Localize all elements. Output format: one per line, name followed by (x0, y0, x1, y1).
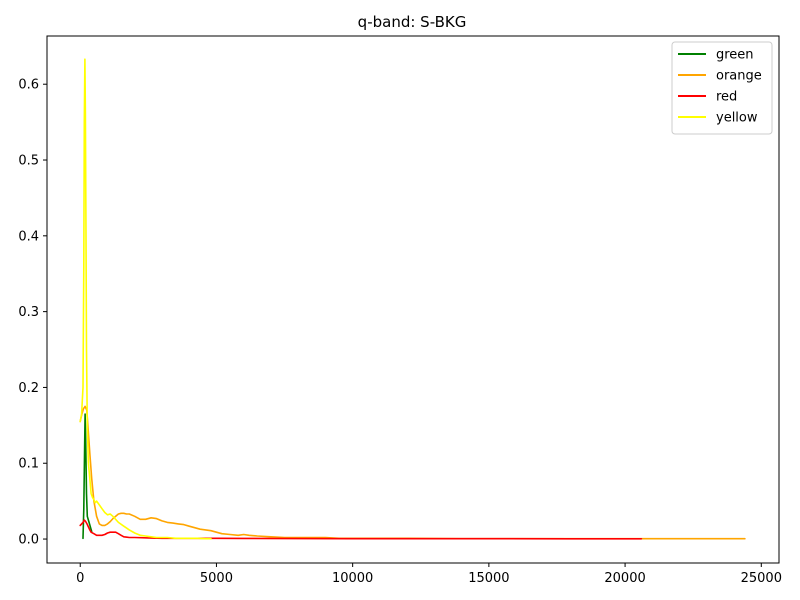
y-tick-label: 0.5 (18, 154, 39, 169)
y-tick-label: 0.3 (18, 305, 39, 320)
x-tick-label: 15000 (468, 571, 509, 586)
legend-label-yellow: yellow (716, 111, 758, 126)
chart-title: q-band: S-BKG (358, 13, 467, 31)
x-tick-label: 10000 (332, 571, 373, 586)
series-group (79, 58, 746, 540)
y-tick-label: 0.1 (18, 457, 39, 472)
legend-label-green: green (716, 48, 754, 63)
legend-label-red: red (716, 90, 737, 105)
series-line-red (79, 519, 643, 540)
plot-area (79, 58, 746, 540)
x-tick-label: 0 (76, 571, 84, 586)
series-line-orange (79, 405, 746, 540)
legend-label-orange: orange (716, 69, 762, 84)
legend-box (671, 41, 773, 135)
y-tick-label: 0.6 (18, 78, 39, 93)
y-tick-label: 0.4 (18, 229, 39, 244)
x-tick-label: 5000 (200, 571, 233, 586)
legend: green orange red yellow (671, 41, 773, 135)
series-line-green (82, 413, 93, 540)
y-tick-label: 0.2 (18, 381, 39, 396)
axes: 0 5000 10000 15000 20000 25000 0.0 0.1 0.2 0.3 0.4… (18, 35, 782, 586)
series-line-yellow (79, 58, 212, 540)
x-tick-label: 25000 (741, 571, 782, 586)
y-tick-label: 0.0 (18, 533, 39, 548)
x-tick-label: 20000 (604, 571, 645, 586)
axes-frame (46, 35, 780, 564)
